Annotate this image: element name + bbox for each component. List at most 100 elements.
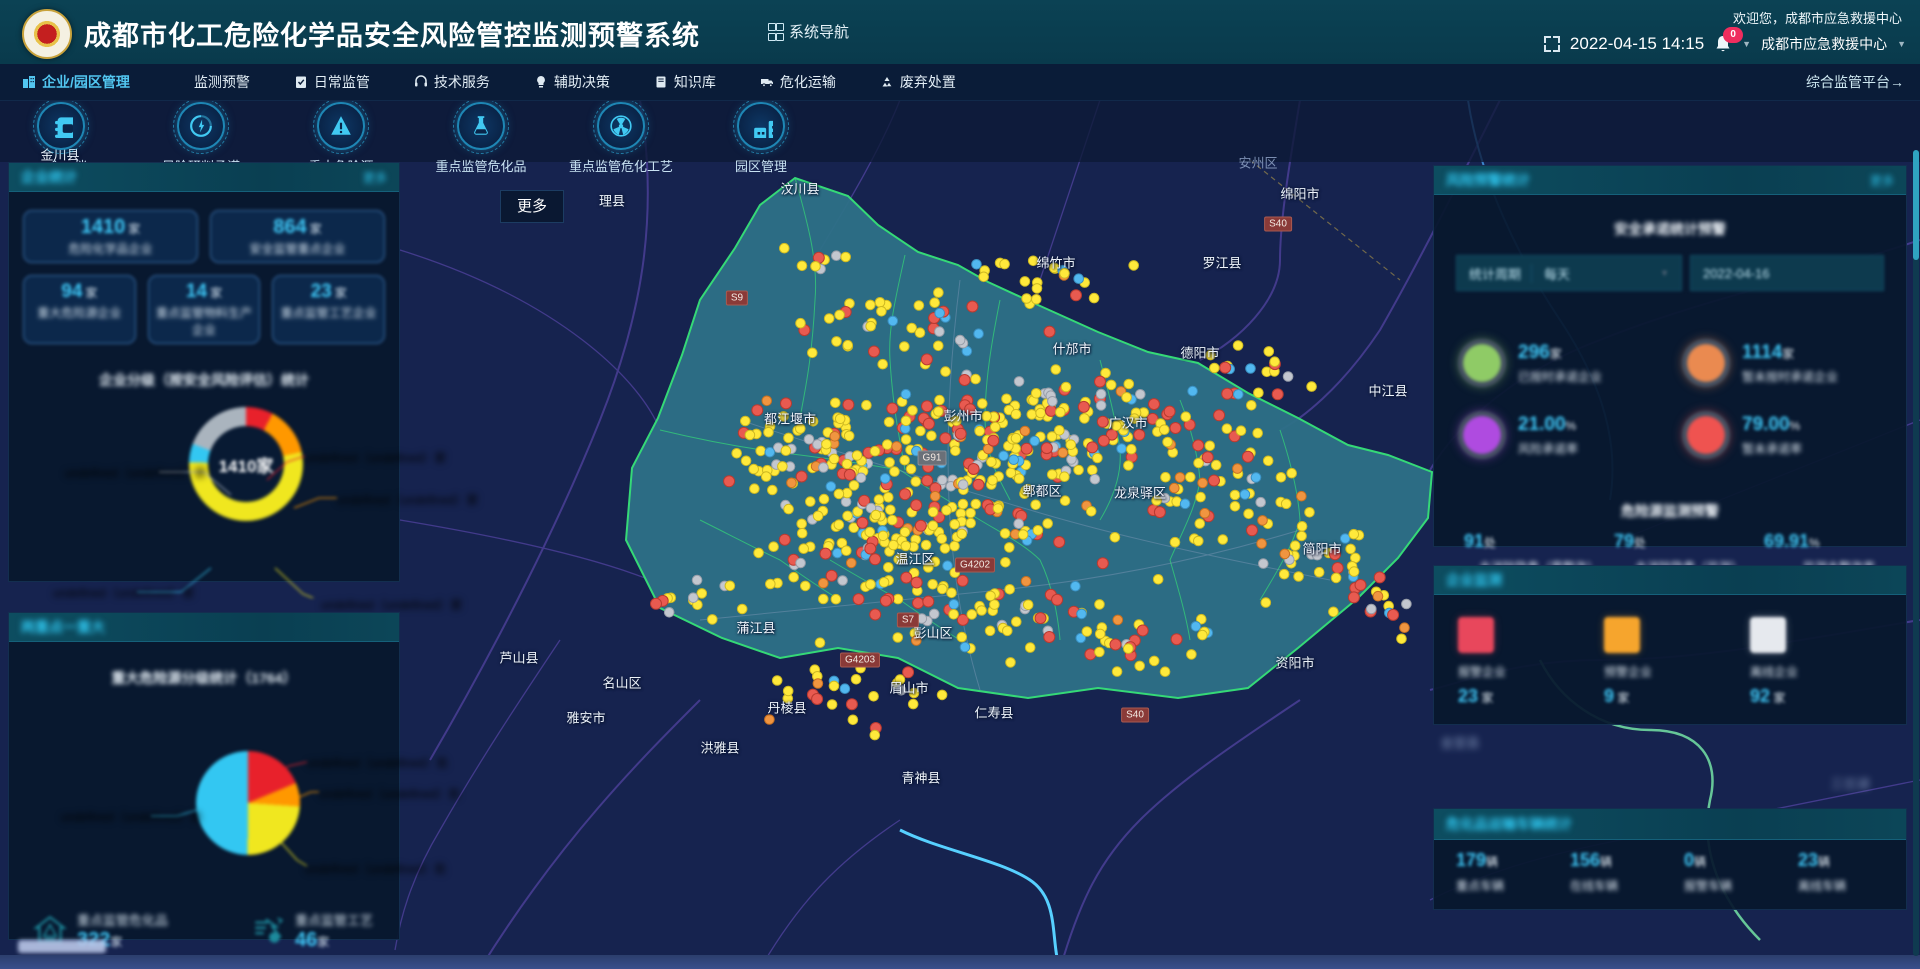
yellow-enterprise-dot[interactable] — [1088, 292, 1100, 304]
yellow-enterprise-dot[interactable] — [883, 562, 894, 573]
red-alarm-dot[interactable] — [856, 516, 869, 529]
stat-box-重点监管物料生产企业[interactable]: 14 家重点监管物料生产企业 — [147, 275, 261, 344]
gray-offline-dot[interactable] — [1258, 558, 1269, 569]
nav-item-危化运输[interactable]: 危化运输 — [738, 64, 858, 100]
stat-box-重大危险源企业[interactable]: 94 家重大危险源企业 — [23, 275, 136, 344]
yellow-enterprise-dot[interactable] — [915, 425, 926, 437]
gray-offline-dot[interactable] — [1401, 598, 1412, 610]
yellow-enterprise-dot[interactable] — [826, 699, 838, 710]
yellow-enterprise-dot[interactable] — [1229, 501, 1241, 512]
yellow-enterprise-dot[interactable] — [966, 609, 978, 620]
yellow-enterprise-dot[interactable] — [1000, 557, 1011, 568]
yellow-enterprise-dot[interactable] — [876, 306, 887, 317]
red-alarm-dot[interactable] — [864, 542, 877, 555]
red-alarm-dot[interactable] — [1241, 450, 1254, 463]
yellow-enterprise-dot[interactable] — [1289, 540, 1301, 552]
yellow-enterprise-dot[interactable] — [981, 410, 992, 422]
red-alarm-dot[interactable] — [956, 613, 969, 626]
orange-warn-dot[interactable] — [911, 635, 922, 646]
yellow-enterprise-dot[interactable] — [941, 505, 952, 516]
yellow-enterprise-dot[interactable] — [833, 488, 845, 500]
yellow-enterprise-dot[interactable] — [934, 394, 945, 406]
red-alarm-dot[interactable] — [869, 608, 882, 621]
gray-offline-dot[interactable] — [803, 434, 815, 445]
yellow-enterprise-dot[interactable] — [1235, 425, 1247, 437]
yellow-enterprise-dot[interactable] — [892, 632, 904, 643]
orange-warn-dot[interactable] — [891, 441, 902, 452]
yellow-enterprise-dot[interactable] — [850, 674, 862, 685]
gray-offline-dot[interactable] — [691, 574, 703, 586]
blue-monitor-dot[interactable] — [1179, 498, 1191, 510]
orange-warn-dot[interactable] — [1020, 576, 1032, 587]
yellow-enterprise-dot[interactable] — [1186, 649, 1197, 660]
yellow-enterprise-dot[interactable] — [1152, 574, 1164, 585]
red-alarm-dot[interactable] — [858, 494, 871, 507]
yellow-enterprise-dot[interactable] — [900, 415, 912, 427]
orange-warn-dot[interactable] — [1399, 622, 1410, 634]
yellow-enterprise-dot[interactable] — [780, 445, 792, 457]
red-alarm-dot[interactable] — [723, 475, 736, 488]
yellow-enterprise-dot[interactable] — [842, 510, 853, 522]
gray-offline-dot[interactable] — [954, 334, 966, 346]
gray-offline-dot[interactable] — [812, 439, 823, 450]
nav-item-监测预警[interactable]: 监测预警 — [152, 64, 272, 100]
yellow-enterprise-dot[interactable] — [1011, 616, 1022, 628]
yellow-enterprise-dot[interactable] — [1194, 518, 1206, 529]
yellow-enterprise-dot[interactable] — [1193, 457, 1204, 469]
yellow-enterprise-dot[interactable] — [1159, 424, 1170, 436]
red-alarm-dot[interactable] — [1201, 451, 1214, 464]
orange-warn-dot[interactable] — [786, 477, 797, 489]
yellow-enterprise-dot[interactable] — [748, 463, 760, 475]
yellow-enterprise-dot[interactable] — [894, 674, 906, 685]
gray-offline-dot[interactable] — [840, 496, 852, 508]
yellow-enterprise-dot[interactable] — [910, 476, 922, 487]
blue-monitor-dot[interactable] — [971, 259, 982, 270]
yellow-enterprise-dot[interactable] — [1246, 400, 1257, 411]
yellow-enterprise-dot[interactable] — [989, 421, 1001, 433]
red-alarm-dot[interactable] — [920, 353, 933, 366]
red-alarm-dot[interactable] — [1271, 388, 1284, 401]
yellow-enterprise-dot[interactable] — [833, 519, 845, 531]
red-alarm-dot[interactable] — [1043, 631, 1056, 643]
yellow-enterprise-dot[interactable] — [900, 434, 912, 445]
red-alarm-dot[interactable] — [1148, 398, 1160, 411]
yellow-enterprise-dot[interactable] — [936, 533, 948, 545]
yellow-enterprise-dot[interactable] — [899, 526, 911, 538]
yellow-enterprise-dot[interactable] — [1035, 407, 1046, 419]
red-alarm-dot[interactable] — [900, 571, 913, 584]
yellow-enterprise-dot[interactable] — [807, 416, 819, 427]
red-alarm-dot[interactable] — [1043, 325, 1056, 338]
orange-warn-dot[interactable] — [761, 395, 773, 407]
yellow-enterprise-dot[interactable] — [1073, 464, 1084, 476]
red-alarm-dot[interactable] — [1070, 289, 1082, 302]
red-alarm-dot[interactable] — [1136, 624, 1149, 637]
red-alarm-dot[interactable] — [869, 553, 882, 566]
gray-offline-dot[interactable] — [895, 685, 907, 696]
yellow-enterprise-dot[interactable] — [1030, 499, 1041, 511]
yellow-enterprise-dot[interactable] — [1180, 411, 1192, 423]
red-alarm-dot[interactable] — [1331, 562, 1344, 574]
yellow-enterprise-dot[interactable] — [798, 543, 810, 555]
enterprise-dots[interactable] — [650, 242, 1412, 741]
yellow-enterprise-dot[interactable] — [1004, 542, 1015, 553]
yellow-enterprise-dot[interactable] — [795, 423, 806, 434]
yellow-enterprise-dot[interactable] — [977, 398, 988, 409]
yellow-enterprise-dot[interactable] — [1262, 455, 1274, 467]
yellow-enterprise-dot[interactable] — [873, 494, 885, 505]
red-alarm-dot[interactable] — [1040, 442, 1053, 455]
platform-link[interactable]: 综合监管平台→ — [1806, 74, 1904, 90]
yellow-enterprise-dot[interactable] — [1160, 471, 1171, 483]
red-alarm-dot[interactable] — [939, 432, 952, 445]
date-picker[interactable]: 2022-04-16 — [1690, 255, 1884, 291]
red-alarm-dot[interactable] — [925, 451, 938, 464]
orange-warn-dot[interactable] — [1199, 507, 1211, 519]
yellow-enterprise-dot[interactable] — [1111, 420, 1122, 432]
yellow-enterprise-dot[interactable] — [778, 411, 789, 422]
blue-monitor-dot[interactable] — [1029, 435, 1040, 447]
yellow-enterprise-dot[interactable] — [885, 504, 896, 516]
red-alarm-dot[interactable] — [1097, 434, 1110, 447]
yellow-enterprise-dot[interactable] — [782, 685, 794, 697]
stat-box-安全监管重点企业[interactable]: 864 家安全监管重点企业 — [210, 210, 385, 263]
yellow-enterprise-dot[interactable] — [1024, 642, 1036, 653]
yellow-enterprise-dot[interactable] — [1221, 423, 1233, 435]
